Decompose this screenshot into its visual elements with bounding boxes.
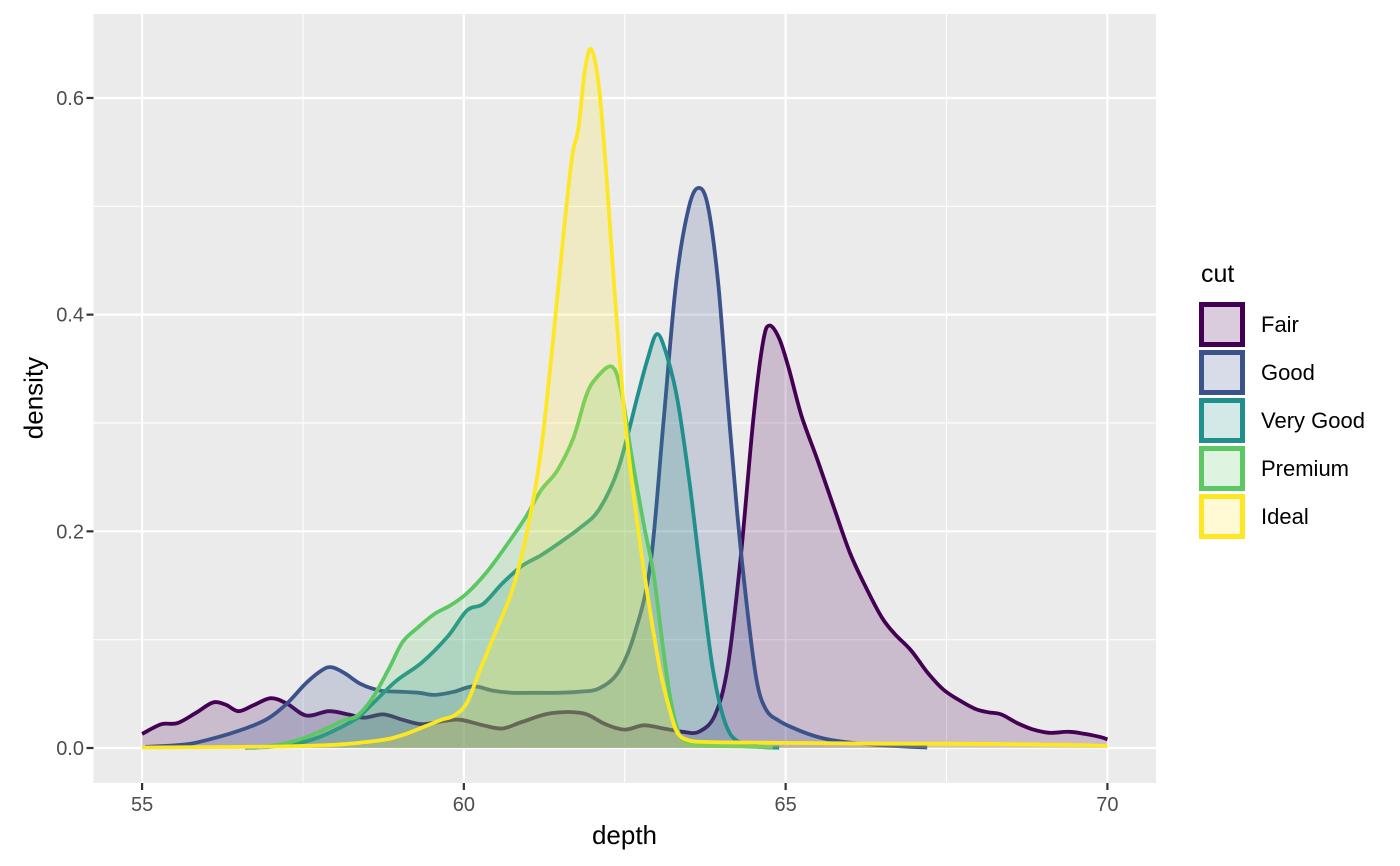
density-curve-fair bbox=[141, 323, 1108, 742]
legend-item-label: Ideal bbox=[1261, 503, 1309, 529]
legend: cut Fair Good Very Good Premium Ideal bbox=[1199, 260, 1365, 542]
x-tick-label: 70 bbox=[1096, 794, 1118, 816]
y-tick-label: 0.6 bbox=[56, 88, 84, 110]
axis-tick-labels: 55 60 65 70 0.0 0.2 0.4 0.6 bbox=[56, 88, 1118, 816]
legend-key-swatch-very-good bbox=[1199, 398, 1245, 443]
density-curve-good bbox=[145, 185, 928, 750]
legend-item-fair: Fair bbox=[1199, 302, 1365, 347]
legend-item-label: Good bbox=[1261, 359, 1315, 385]
legend-key-swatch-premium bbox=[1199, 446, 1245, 491]
legend-key-swatch-good bbox=[1199, 350, 1245, 395]
legend-item-premium: Premium bbox=[1199, 446, 1365, 491]
density-curve-premium bbox=[257, 364, 773, 750]
legend-items: Fair Good Very Good Premium Ideal bbox=[1199, 302, 1365, 539]
density-curves bbox=[141, 46, 1108, 750]
density-area-good bbox=[145, 187, 928, 748]
legend-title: cut bbox=[1201, 260, 1235, 288]
density-area-very-good bbox=[245, 334, 780, 748]
density-area-premium bbox=[257, 366, 773, 748]
legend-item-label: Fair bbox=[1261, 311, 1299, 337]
x-tick-label: 65 bbox=[775, 794, 797, 816]
legend-item-very-good: Very Good bbox=[1199, 398, 1365, 443]
x-axis-title: depth bbox=[591, 820, 658, 850]
legend-item-good: Good bbox=[1199, 350, 1365, 395]
x-tick-label: 60 bbox=[453, 794, 475, 816]
y-tick-label: 0.4 bbox=[56, 305, 84, 327]
legend-key-swatch-ideal bbox=[1199, 494, 1245, 539]
density-curve-ideal bbox=[142, 46, 1108, 750]
x-tick-label: 55 bbox=[131, 794, 153, 816]
axis-ticks bbox=[86, 96, 1109, 790]
y-axis-title: density bbox=[18, 356, 49, 440]
density-area-ideal bbox=[142, 48, 1108, 749]
legend-item-label: Very Good bbox=[1261, 407, 1365, 433]
legend-item-label: Premium bbox=[1261, 455, 1350, 481]
density-area-fair bbox=[142, 325, 1108, 748]
legend-item-ideal: Ideal bbox=[1199, 494, 1365, 539]
y-tick-label: 0.2 bbox=[56, 521, 84, 543]
y-tick-label: 0.0 bbox=[56, 738, 84, 760]
legend-key-swatch-fair bbox=[1199, 302, 1245, 347]
